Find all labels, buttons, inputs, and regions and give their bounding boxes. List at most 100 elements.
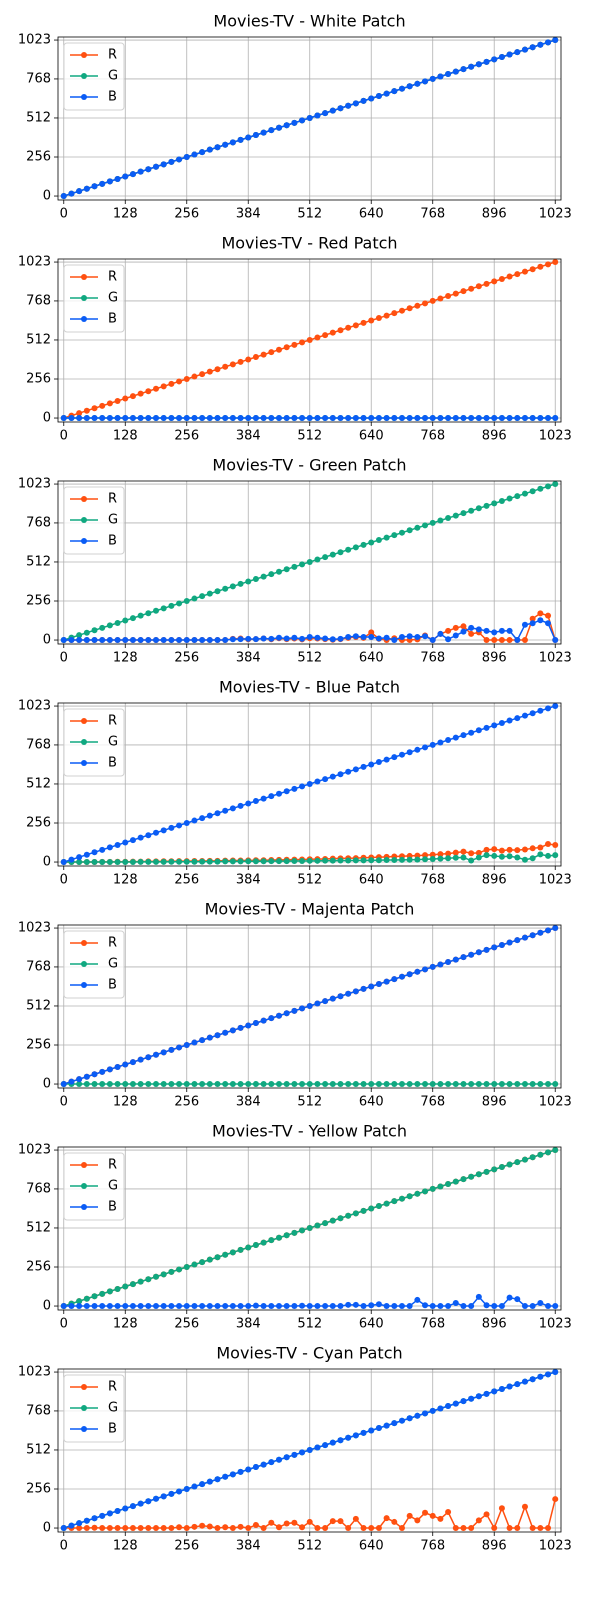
data-point bbox=[337, 1437, 344, 1444]
data-point bbox=[506, 273, 513, 280]
data-point bbox=[99, 1303, 106, 1310]
data-point bbox=[283, 858, 290, 865]
legend-label: G bbox=[108, 1179, 118, 1194]
data-point bbox=[429, 297, 436, 304]
data-point bbox=[314, 1444, 321, 1451]
data-point bbox=[314, 112, 321, 119]
data-point bbox=[176, 1303, 183, 1310]
data-point bbox=[137, 168, 144, 175]
data-point bbox=[76, 1520, 83, 1527]
data-point bbox=[129, 859, 136, 866]
data-point bbox=[460, 848, 467, 855]
data-point bbox=[168, 380, 175, 387]
data-point bbox=[429, 1185, 436, 1192]
data-point bbox=[252, 1302, 259, 1309]
data-point bbox=[360, 633, 367, 640]
y-tick-label: 256 bbox=[26, 150, 51, 165]
data-point bbox=[445, 855, 452, 862]
data-point bbox=[337, 415, 344, 422]
data-point bbox=[68, 1303, 75, 1310]
data-point bbox=[468, 729, 475, 736]
data-point bbox=[229, 636, 236, 643]
data-point bbox=[168, 1046, 175, 1053]
legend-marker bbox=[81, 1162, 87, 1168]
x-tick-label: 768 bbox=[420, 429, 445, 444]
data-point bbox=[229, 139, 236, 146]
data-point bbox=[383, 90, 390, 97]
data-point bbox=[483, 1390, 490, 1397]
data-point bbox=[552, 415, 559, 422]
data-point bbox=[475, 283, 482, 290]
data-point bbox=[552, 841, 559, 848]
data-point bbox=[229, 1303, 236, 1310]
data-point bbox=[275, 568, 282, 575]
data-point bbox=[468, 1525, 475, 1532]
plot-frame bbox=[57, 924, 562, 1089]
data-point bbox=[498, 847, 505, 854]
data-point bbox=[122, 1283, 129, 1290]
data-point bbox=[414, 302, 421, 309]
data-point bbox=[437, 295, 444, 302]
data-point bbox=[106, 415, 113, 422]
data-point bbox=[345, 633, 352, 640]
data-point bbox=[160, 383, 167, 390]
data-point bbox=[452, 1299, 459, 1306]
data-point bbox=[468, 507, 475, 514]
data-point bbox=[137, 415, 144, 422]
data-point bbox=[529, 615, 536, 622]
data-point bbox=[168, 415, 175, 422]
data-point bbox=[245, 800, 252, 807]
data-point bbox=[483, 280, 490, 287]
data-point bbox=[352, 1432, 359, 1439]
data-point bbox=[422, 1509, 429, 1516]
data-point bbox=[414, 968, 421, 975]
data-point bbox=[329, 107, 336, 114]
data-point bbox=[245, 578, 252, 585]
x-tick-label: 512 bbox=[297, 1317, 322, 1332]
data-point bbox=[145, 1303, 152, 1310]
data-point bbox=[360, 1429, 367, 1436]
data-point bbox=[521, 846, 528, 853]
data-point bbox=[122, 1525, 129, 1532]
data-point bbox=[352, 544, 359, 551]
data-point bbox=[122, 839, 129, 846]
data-point bbox=[514, 1159, 521, 1166]
data-point bbox=[106, 1066, 113, 1073]
x-tick-label: 128 bbox=[113, 1539, 138, 1554]
data-point bbox=[383, 1303, 390, 1310]
data-point bbox=[414, 1081, 421, 1088]
data-point bbox=[437, 1405, 444, 1412]
data-point bbox=[106, 400, 113, 407]
data-point bbox=[83, 859, 90, 866]
data-point bbox=[191, 1523, 198, 1530]
legend-marker bbox=[81, 295, 87, 301]
data-point bbox=[91, 1524, 98, 1531]
data-point bbox=[514, 1296, 521, 1303]
data-point bbox=[398, 1525, 405, 1532]
data-point bbox=[291, 415, 298, 422]
data-point bbox=[229, 1249, 236, 1256]
data-point bbox=[106, 1525, 113, 1532]
data-point bbox=[352, 857, 359, 864]
data-point bbox=[129, 615, 136, 622]
data-point bbox=[299, 1227, 306, 1234]
data-point bbox=[268, 1303, 275, 1310]
data-point bbox=[391, 976, 398, 983]
data-point bbox=[83, 1303, 90, 1310]
data-point bbox=[360, 1081, 367, 1088]
data-point bbox=[137, 637, 144, 644]
data-point bbox=[483, 724, 490, 731]
data-point bbox=[283, 1010, 290, 1017]
y-tick-label: 256 bbox=[26, 1260, 51, 1275]
legend-label: R bbox=[108, 492, 117, 507]
legend-marker bbox=[81, 94, 87, 100]
data-point bbox=[521, 490, 528, 497]
data-point bbox=[468, 1173, 475, 1180]
data-point bbox=[475, 626, 482, 633]
data-point bbox=[545, 261, 552, 268]
data-point bbox=[252, 858, 259, 865]
data-point bbox=[437, 1081, 444, 1088]
data-point bbox=[483, 1302, 490, 1309]
data-point bbox=[191, 1303, 198, 1310]
